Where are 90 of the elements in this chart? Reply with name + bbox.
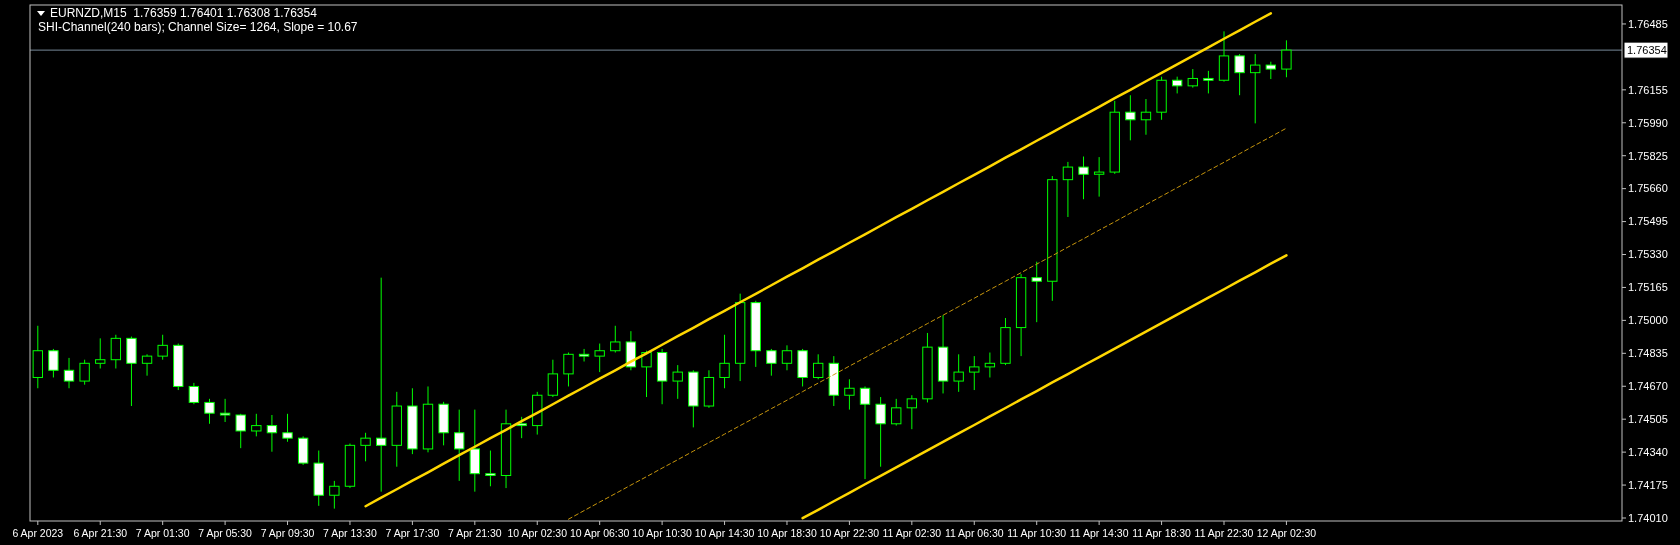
x-tick-label: 10 Apr 06:30 bbox=[569, 527, 630, 539]
candlestick bbox=[1203, 70, 1214, 94]
x-tick-label: 11 Apr 10:30 bbox=[1007, 527, 1067, 539]
candlestick bbox=[672, 364, 683, 400]
ref-line-label: 1.76354 bbox=[1627, 43, 1667, 56]
candlestick bbox=[1250, 53, 1261, 124]
candlestick bbox=[594, 343, 605, 373]
x-tick-label: 10 Apr 14:30 bbox=[694, 527, 755, 539]
candlestick bbox=[1140, 98, 1152, 136]
candlestick bbox=[282, 413, 293, 443]
candlestick bbox=[578, 348, 590, 363]
candlestick bbox=[844, 378, 855, 411]
candlestick bbox=[141, 353, 153, 377]
candlestick bbox=[1078, 156, 1089, 200]
y-tick-label: 1.75165 bbox=[1628, 281, 1668, 294]
candlestick bbox=[875, 396, 886, 468]
candlestick bbox=[906, 394, 918, 430]
candlestick bbox=[266, 414, 278, 453]
x-tick-label: 11 Apr 18:30 bbox=[1132, 527, 1192, 539]
y-tick-label: 1.74340 bbox=[1628, 445, 1668, 458]
candlestick bbox=[563, 352, 574, 387]
x-tick-label: 11 Apr 14:30 bbox=[1069, 527, 1129, 539]
y-tick-label: 1.75990 bbox=[1628, 116, 1668, 129]
x-tick-label: 12 Apr 02:30 bbox=[1256, 527, 1317, 539]
x-tick-label: 10 Apr 02:30 bbox=[507, 527, 568, 539]
candlestick bbox=[1031, 261, 1042, 323]
x-tick-label: 7 Apr 05:30 bbox=[198, 527, 253, 539]
candlestick bbox=[1062, 161, 1074, 218]
candlestick bbox=[110, 334, 122, 369]
candlestick bbox=[454, 409, 465, 482]
candlestick bbox=[157, 334, 168, 361]
candlestick bbox=[1234, 53, 1245, 96]
candlestick bbox=[610, 325, 621, 354]
x-tick-label: 6 Apr 2023 bbox=[12, 527, 64, 539]
candlestick bbox=[1187, 68, 1198, 89]
y-tick-label: 1.76485 bbox=[1628, 17, 1668, 30]
y-tick-label: 1.74010 bbox=[1628, 511, 1668, 524]
candlestick bbox=[360, 432, 371, 462]
candlestick bbox=[1125, 94, 1136, 141]
y-tick-label: 1.76155 bbox=[1628, 83, 1668, 96]
candlestick bbox=[485, 450, 496, 487]
candlestick bbox=[969, 355, 980, 391]
candlestick bbox=[375, 277, 387, 493]
candlestick bbox=[1281, 39, 1292, 78]
candlestick bbox=[1093, 156, 1105, 198]
candlestick bbox=[984, 352, 996, 378]
candlestick bbox=[251, 413, 262, 437]
candlestick bbox=[204, 398, 215, 425]
candlestick bbox=[719, 334, 730, 389]
y-tick-label: 1.75330 bbox=[1628, 248, 1668, 261]
y-tick-label: 1.74670 bbox=[1628, 380, 1668, 393]
x-tick-label: 11 Apr 02:30 bbox=[882, 527, 942, 539]
x-tick-label: 7 Apr 21:30 bbox=[447, 527, 502, 539]
x-tick-label: 10 Apr 10:30 bbox=[632, 527, 693, 539]
x-tick-label: 11 Apr 22:30 bbox=[1194, 527, 1254, 539]
candlestick bbox=[766, 348, 777, 377]
y-tick-label: 1.74175 bbox=[1628, 478, 1668, 491]
x-tick-label: 7 Apr 01:30 bbox=[135, 527, 190, 539]
candlestick bbox=[953, 353, 964, 393]
y-tick-label: 1.74835 bbox=[1628, 347, 1668, 360]
y-tick-label: 1.75825 bbox=[1628, 149, 1668, 162]
candlestick bbox=[329, 480, 340, 510]
x-tick-label: 10 Apr 22:30 bbox=[819, 527, 880, 539]
y-tick-label: 1.75660 bbox=[1628, 182, 1668, 195]
candlestick bbox=[95, 337, 106, 369]
x-tick-label: 11 Apr 06:30 bbox=[944, 527, 1004, 539]
candlestick bbox=[891, 398, 902, 427]
line-series bbox=[567, 127, 1287, 520]
x-tick-label: 7 Apr 09:30 bbox=[260, 527, 315, 539]
candlestick bbox=[219, 398, 231, 423]
y-tick-label: 1.75000 bbox=[1628, 314, 1668, 327]
y-tick-label: 1.75495 bbox=[1628, 215, 1668, 228]
candlestick bbox=[859, 385, 871, 480]
x-tick-label: 10 Apr 18:30 bbox=[757, 527, 817, 539]
x-tick-label: 7 Apr 17:30 bbox=[385, 527, 440, 539]
candlestick bbox=[781, 344, 793, 371]
candlestick bbox=[79, 359, 90, 386]
text: SHI-Channel(240 bars); Channel Size= 1264, Slope = 10.67 bbox=[38, 20, 358, 34]
candlestick bbox=[63, 357, 75, 389]
y-tick-label: 1.74505 bbox=[1628, 413, 1668, 426]
line-series bbox=[801, 254, 1288, 520]
candlestick bbox=[48, 348, 59, 378]
x-tick-label: 7 Apr 13:30 bbox=[323, 527, 377, 539]
line-series bbox=[364, 12, 1273, 508]
x-tick-label: 6 Apr 21:30 bbox=[73, 527, 128, 539]
candlestick bbox=[235, 413, 246, 449]
candlestick bbox=[188, 382, 200, 405]
candlestick bbox=[547, 359, 559, 398]
chart-title: EURNZD,M15 1.76359 1.76401 1.76308 1.76354 bbox=[50, 6, 318, 20]
candlestick bbox=[813, 353, 824, 380]
